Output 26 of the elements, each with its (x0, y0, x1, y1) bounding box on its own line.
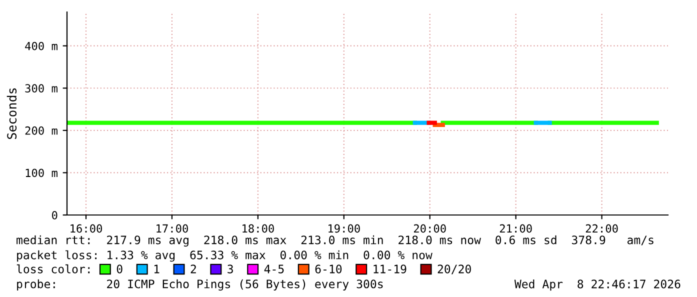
legend-label: 1 (154, 264, 160, 274)
x-tick-label: 20:00 (414, 224, 446, 233)
y-axis-title: Seconds (6, 88, 17, 139)
y-tick-label: 100 m (26, 168, 58, 178)
legend-label: 20/20 (438, 264, 471, 274)
x-tick-label: 21:00 (500, 224, 532, 233)
y-tick-label: 0 (52, 211, 58, 220)
text: Wed Apr 8 22:46:17 2026 (514, 279, 680, 291)
y-tick-label: 200 m (25, 126, 58, 135)
x-tick-label: 17:00 (156, 224, 188, 233)
text: probe: 20 ICMP Echo Pings (56 Bytes) every 300s (17, 279, 383, 291)
legend-label: 2 (190, 264, 196, 274)
legend-label: 6-10 (315, 264, 342, 274)
x-tick-label: 22:00 (586, 224, 618, 233)
x-tick-label: 16:00 (70, 224, 102, 233)
legend-label: 4-5 (264, 264, 284, 274)
legend-label: 0 (116, 264, 122, 274)
text: packet loss: 1.33 % avg 65.33 % max 0.00 % min 0.00 % now (17, 250, 432, 262)
legend-label: 11-19 (374, 264, 406, 274)
x-tick-label: 19:00 (328, 224, 360, 233)
legend-title: loss color: (16, 264, 90, 274)
y-tick-label: 300 m (25, 84, 58, 93)
text: median rtt: 217.9 ms avg 218.0 ms max 213.0 ms min 218.0 ms now 0.6 ms sd 378.9 am/s (16, 235, 654, 247)
y-tick-label: 400 m (25, 42, 58, 50)
x-tick-label: 18:00 (242, 224, 274, 233)
legend-label: 3 (228, 264, 233, 274)
